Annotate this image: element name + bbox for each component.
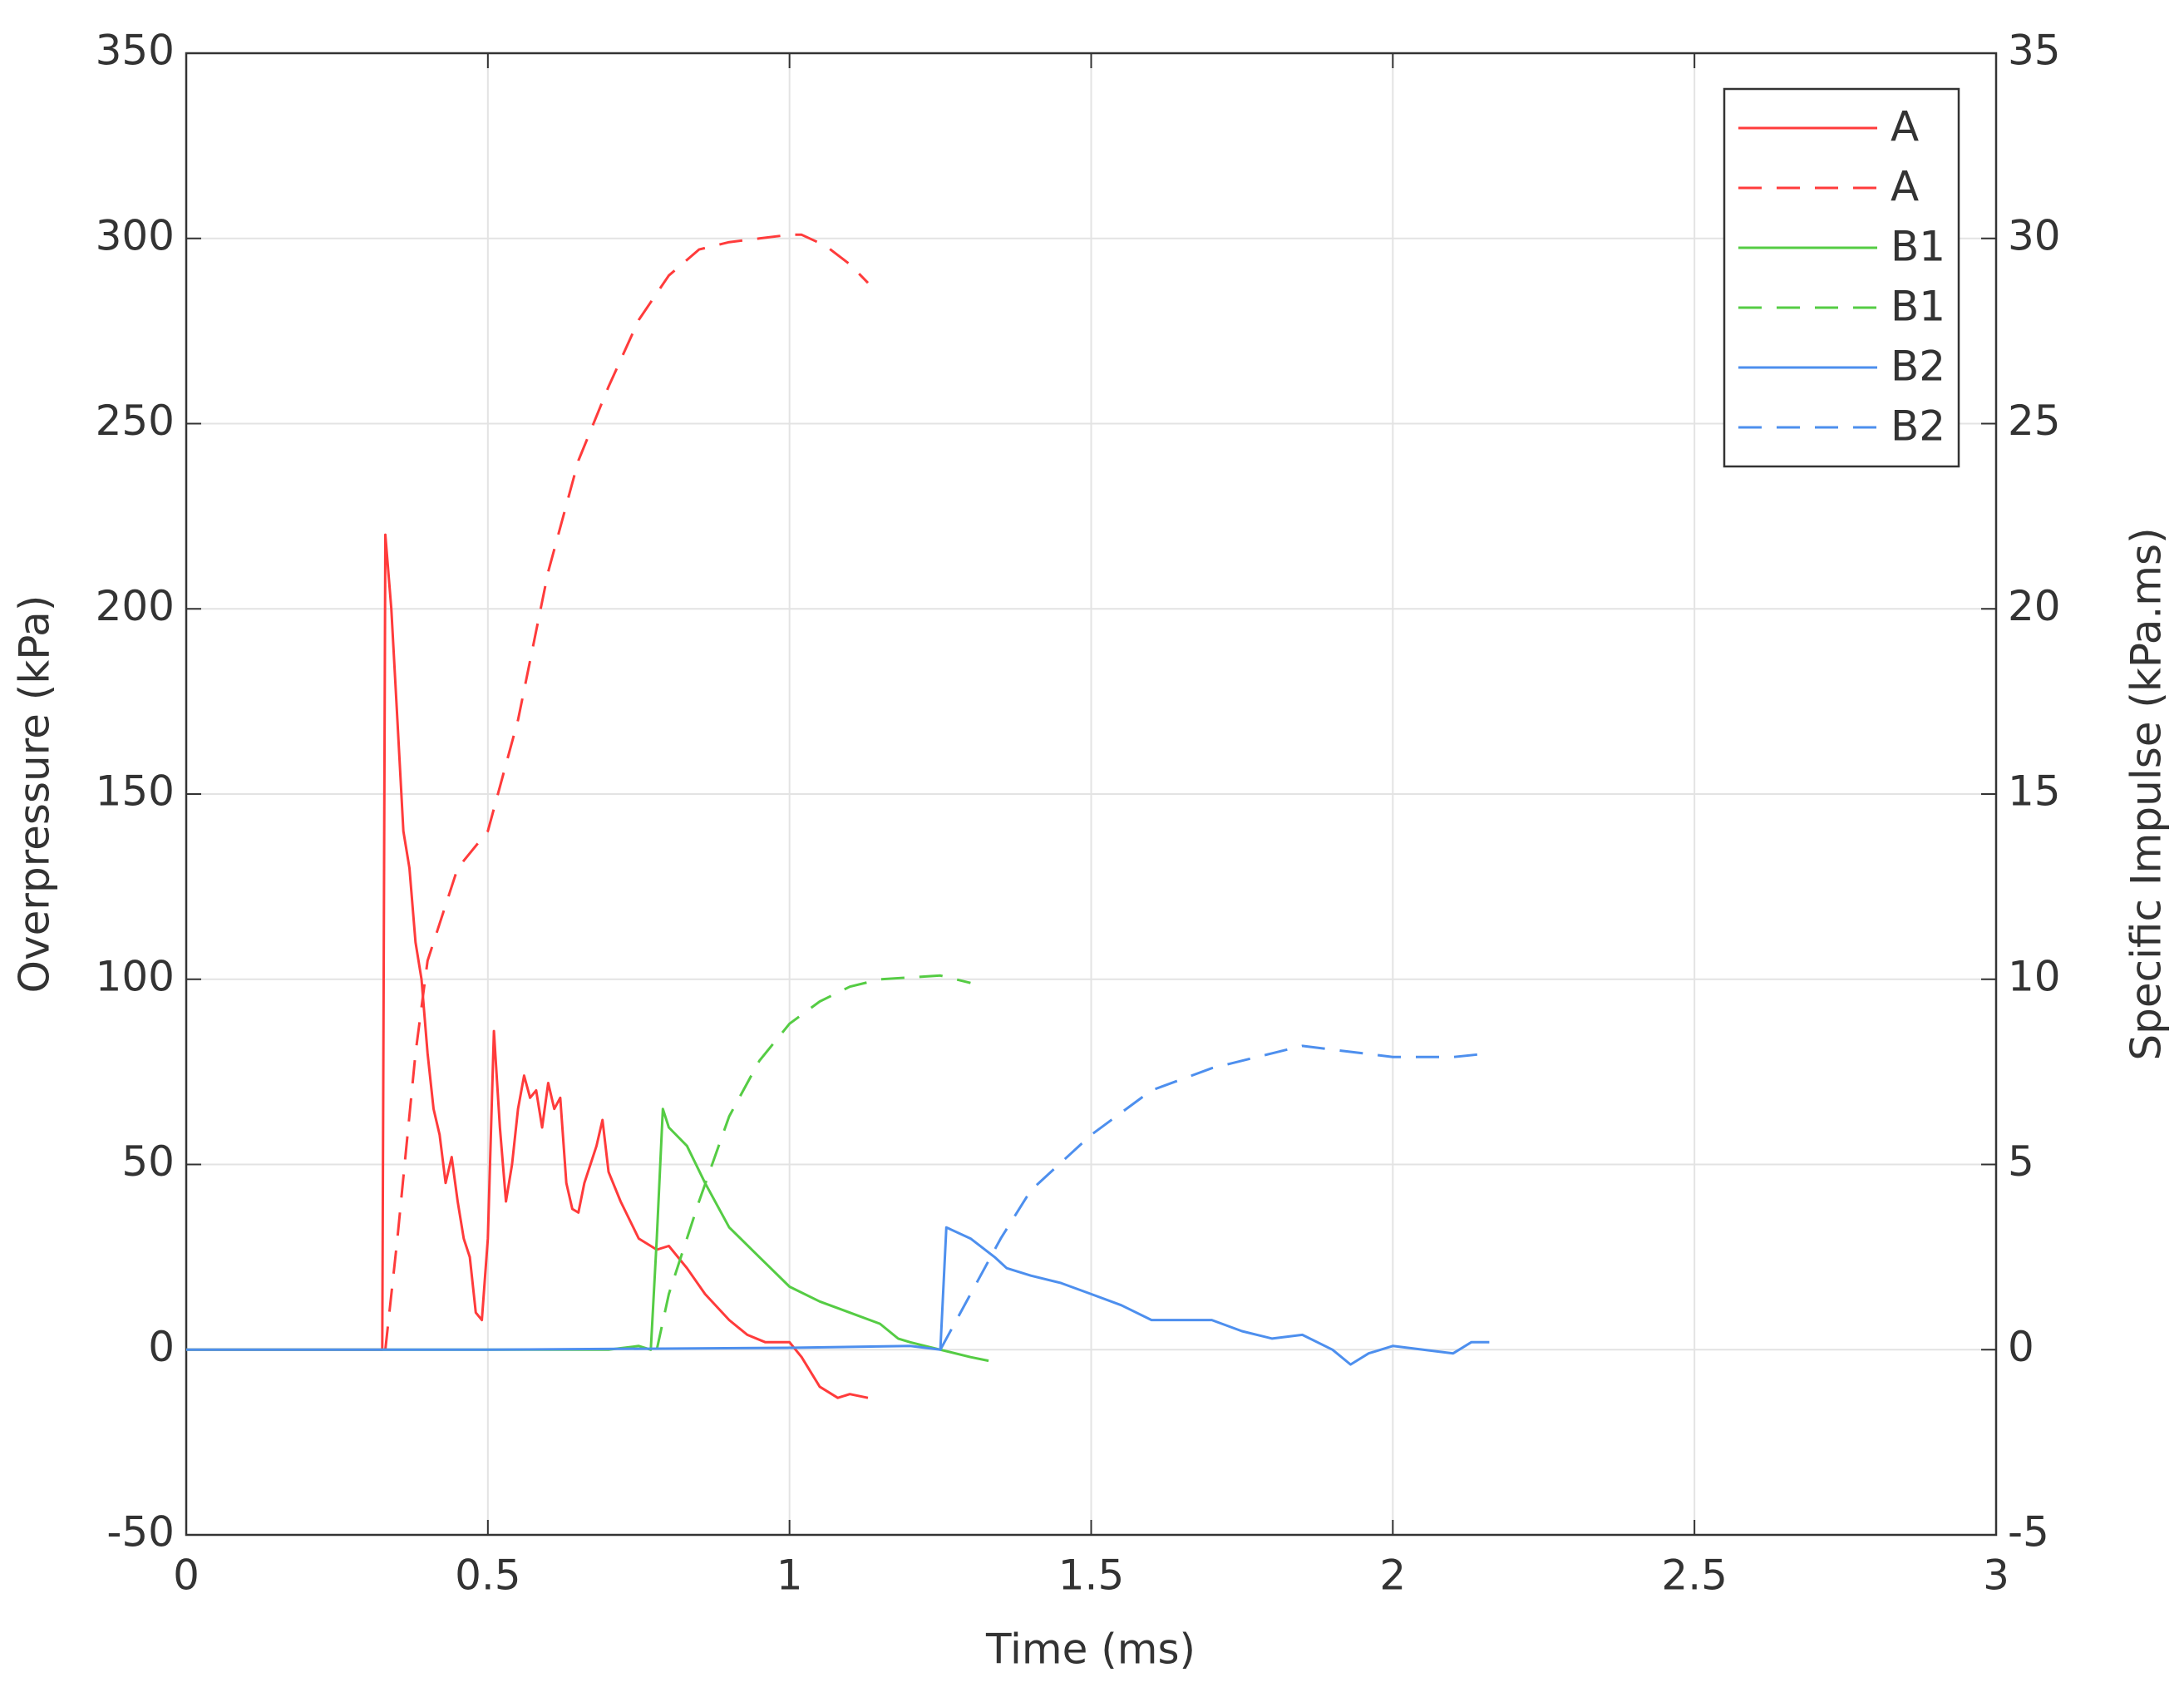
y2-axis-title: Specific Impulse (kPa.ms): [2122, 527, 2171, 1060]
x-tick-label: 1.5: [1058, 1552, 1125, 1600]
y2-tick-label: 5: [2008, 1137, 2034, 1186]
legend-label: B1: [1891, 283, 1945, 331]
x-tick-label: 3: [1983, 1552, 2009, 1600]
series-line: [384, 233, 870, 1350]
y2-tick-label: 0: [2008, 1323, 2034, 1371]
y-tick-label: 50: [121, 1137, 175, 1186]
series-line: [939, 1044, 1490, 1351]
x-tick-label: 1: [776, 1552, 803, 1600]
y2-tick-label: 25: [2008, 397, 2061, 445]
y2-tick-label: 10: [2008, 952, 2061, 1000]
x-tick-label: 2: [1379, 1552, 1406, 1600]
plot-frame: [185, 52, 1998, 1537]
legend-box: [1723, 87, 1960, 468]
y2-tick-label: 15: [2008, 767, 2061, 816]
x-axis-title: Time (ms): [985, 1626, 1196, 1674]
series-line: [186, 1108, 989, 1363]
legend-label: A: [1891, 103, 1919, 151]
y-tick-label: 100: [96, 952, 175, 1000]
y2-tick-label: -5: [2008, 1508, 2049, 1556]
y-tick-label: 200: [96, 582, 175, 630]
x-tick-label: 2.5: [1661, 1552, 1728, 1600]
y2-tick-label: 35: [2008, 27, 2061, 75]
y-axis-title: Overpressure (kPa): [11, 595, 59, 994]
series-line: [186, 1226, 1490, 1366]
y2-tick-label: 20: [2008, 582, 2061, 630]
x-tick-label: 0: [173, 1552, 200, 1600]
y-tick-label: 250: [96, 397, 175, 445]
legend-label: A: [1891, 163, 1919, 211]
x-tick-label: 0.5: [455, 1552, 521, 1600]
y-tick-label: 0: [148, 1323, 175, 1371]
y2-tick-label: 30: [2008, 211, 2061, 259]
y-tick-label: 150: [96, 767, 175, 816]
y-tick-label: 350: [96, 27, 175, 75]
legend-label: B2: [1891, 343, 1945, 391]
y-tick-label: -50: [106, 1508, 175, 1556]
legend-label: B2: [1891, 402, 1945, 451]
y-tick-label: 300: [96, 211, 175, 259]
legend-label: B1: [1891, 223, 1945, 271]
